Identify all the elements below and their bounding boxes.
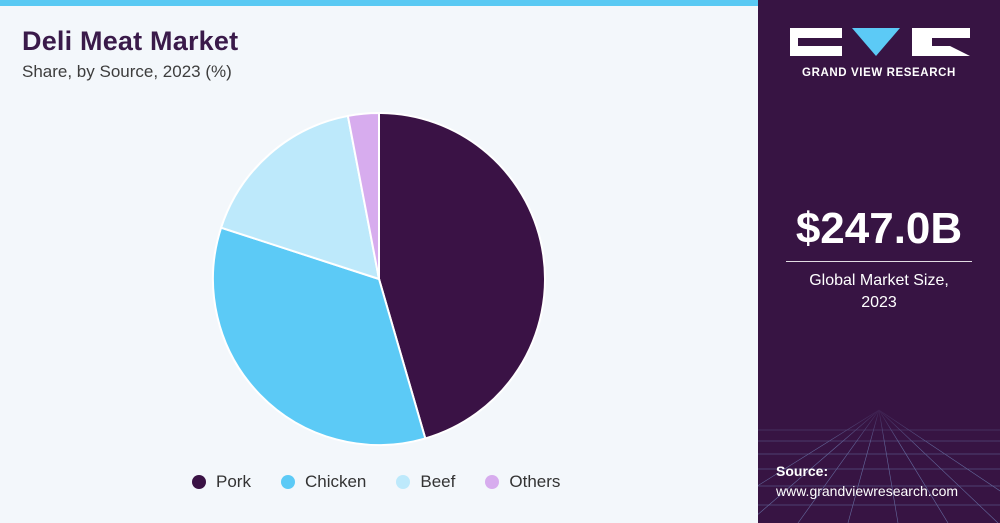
legend-item-chicken: Chicken [280,472,367,492]
pie-chart [211,111,546,446]
legend-label: Others [509,472,561,491]
source-label: Source: [776,463,829,479]
legend-label: Beef [420,472,456,491]
legend-swatch [485,475,500,489]
market-size-value: $247.0B [795,204,963,253]
accent-bar [0,0,758,6]
legend-label: Chicken [304,472,367,491]
grid-background [758,405,1000,523]
legend-item-pork: Pork [192,472,251,492]
market-size-label: Global Market Size, 2023 [758,270,1000,314]
chart-legend: Pork Chicken Beef Others [192,472,560,492]
legend-item-beef: Beef [396,472,455,492]
legend-swatch [396,475,411,489]
legend-label: Pork [216,472,251,491]
chart-panel: Deli Meat Market Share, by Source, 2023 … [0,0,758,523]
legend-swatch [280,475,295,489]
legend-item-others: Others [485,472,560,492]
chart-title: Deli Meat Market [22,26,239,56]
pie-slice-pork [378,111,546,440]
info-sidebar: GRAND VIEW RESEARCH $247.0B Global Marke… [758,0,1000,523]
divider [786,261,972,262]
legend-swatch [192,475,206,489]
chart-subtitle: Share, by Source, 2023 (%) [22,62,232,81]
market-size-label-line1: Global Market Size, [809,272,949,289]
pie-slice-chicken [211,226,427,446]
brand-logo-icon [790,28,970,56]
brand-name: GRAND VIEW RESEARCH [802,67,956,79]
market-size-label-line2: 2023 [861,294,897,311]
pie-slice-others [346,111,380,280]
source-url: www.grandviewresearch.com [776,483,959,499]
pie-slice-beef [219,114,381,281]
